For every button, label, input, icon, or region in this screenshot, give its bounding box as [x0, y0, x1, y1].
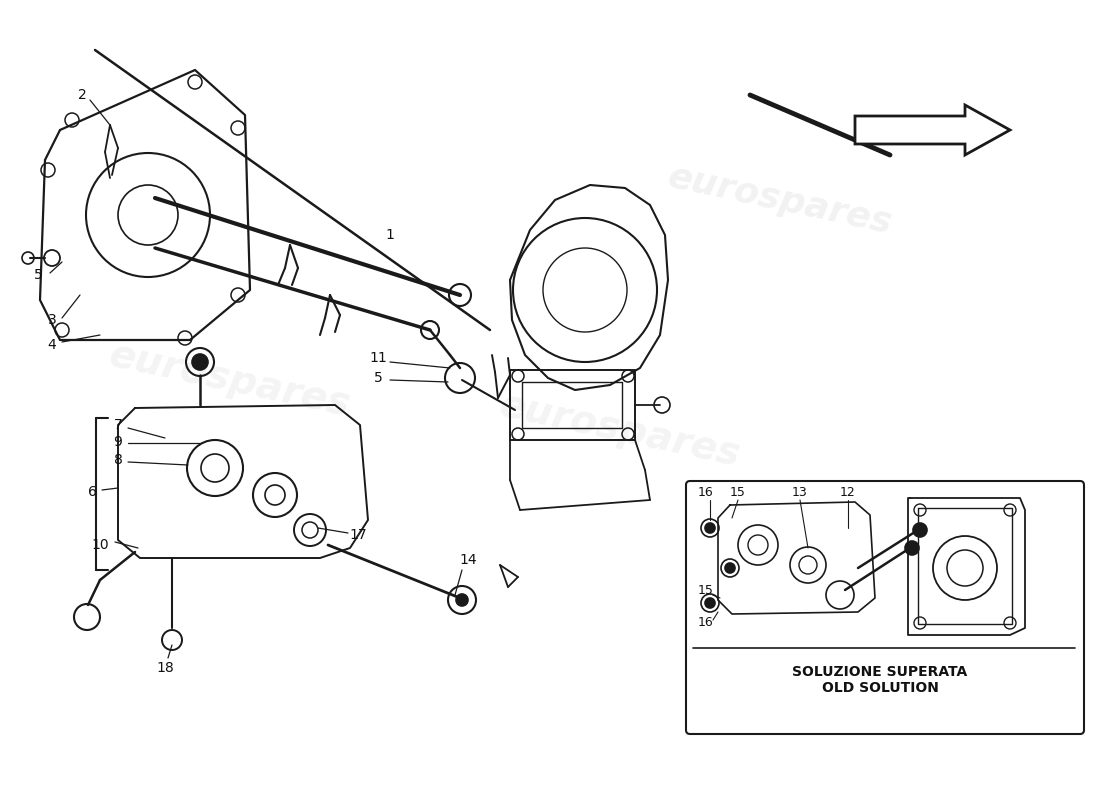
- Text: 12: 12: [840, 486, 856, 498]
- Circle shape: [913, 523, 927, 537]
- Circle shape: [705, 598, 715, 608]
- Text: eurospares: eurospares: [664, 160, 895, 240]
- Text: 11: 11: [370, 351, 387, 365]
- Text: 13: 13: [792, 486, 807, 498]
- Text: 1: 1: [386, 228, 395, 242]
- FancyBboxPatch shape: [686, 481, 1084, 734]
- Text: eurospares: eurospares: [106, 336, 354, 424]
- Text: 7: 7: [113, 418, 122, 432]
- Text: 5: 5: [34, 268, 43, 282]
- Circle shape: [705, 523, 715, 533]
- Text: 2: 2: [78, 88, 87, 102]
- Circle shape: [725, 563, 735, 573]
- Circle shape: [905, 541, 918, 555]
- Text: 15: 15: [698, 583, 714, 597]
- FancyArrow shape: [855, 105, 1010, 155]
- Text: 4: 4: [47, 338, 56, 352]
- Text: 18: 18: [156, 661, 174, 675]
- Text: 15: 15: [730, 486, 746, 498]
- Text: 16: 16: [698, 486, 714, 498]
- Text: 8: 8: [113, 453, 122, 467]
- Text: eurospares: eurospares: [496, 386, 744, 474]
- Text: 9: 9: [113, 435, 122, 449]
- Text: 14: 14: [459, 553, 476, 567]
- Text: 6: 6: [88, 485, 97, 499]
- Text: 10: 10: [91, 538, 109, 552]
- Text: 3: 3: [47, 313, 56, 327]
- Text: 17: 17: [349, 528, 366, 542]
- Text: SOLUZIONE SUPERATA
OLD SOLUTION: SOLUZIONE SUPERATA OLD SOLUTION: [792, 665, 968, 695]
- Circle shape: [192, 354, 208, 370]
- Circle shape: [456, 594, 468, 606]
- Text: 5: 5: [374, 371, 383, 385]
- Text: 16: 16: [698, 615, 714, 629]
